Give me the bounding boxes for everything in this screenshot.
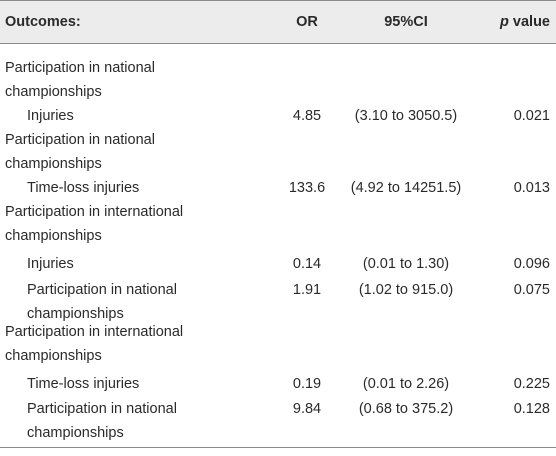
row-label: Time-loss injuries	[27, 376, 140, 392]
row-ci: (3.10 to 3050.5)	[354, 108, 458, 124]
row-ci: (0.01 to 1.30)	[362, 256, 450, 272]
group-label-line1: Participation in international	[5, 204, 184, 220]
row-label: Injuries	[27, 108, 74, 124]
group-label-line1: Participation in international	[5, 324, 184, 340]
row-label: Participation in national championships	[27, 397, 177, 445]
row-or: 0.19	[292, 376, 322, 392]
row-label: Injuries	[27, 256, 74, 272]
group-label: Participation in international champions…	[5, 320, 183, 368]
row-p: 0.075	[513, 282, 550, 298]
row-label: Time-loss injuries	[27, 180, 140, 196]
row-ci: (0.68 to 375.2)	[358, 401, 454, 417]
group-label: Participation in national championships	[5, 128, 155, 176]
row-or: 9.84	[292, 401, 322, 417]
row-p: 0.013	[513, 180, 550, 196]
header-p-italic: p	[500, 14, 509, 30]
group-label-line2: championships	[5, 348, 102, 364]
row-ci: (4.92 to 14251.5)	[350, 180, 462, 196]
header-ci: 95%CI	[384, 14, 428, 30]
row-or: 133.6	[288, 180, 326, 196]
table-header: Outcomes: OR 95%CI p value	[0, 0, 556, 44]
group-label-line1: Participation in national	[5, 60, 155, 76]
row-label-line2: championships	[27, 306, 124, 322]
row-p: 0.096	[513, 256, 550, 272]
header-p-value: p value	[490, 10, 550, 34]
row-p: 0.225	[513, 376, 550, 392]
group-label-line1: Participation in national	[5, 132, 155, 148]
row-ci: (0.01 to 2.26)	[362, 376, 450, 392]
group-label-line2: championships	[5, 228, 102, 244]
row-label-line1: Participation in national	[27, 282, 177, 298]
group-label: Participation in national championships	[5, 56, 155, 104]
row-label: Participation in national championships	[27, 278, 177, 326]
header-or: OR	[296, 14, 318, 30]
row-p: 0.128	[513, 401, 550, 417]
header-p-rest: value	[508, 14, 550, 30]
bottom-rule	[0, 447, 556, 448]
group-label-line2: championships	[5, 156, 102, 172]
row-or: 0.14	[292, 256, 322, 272]
row-label-line1: Participation in national	[27, 401, 177, 417]
group-label: Participation in international champions…	[5, 200, 183, 248]
header-outcomes: Outcomes:	[5, 14, 81, 30]
row-label-line2: championships	[27, 425, 124, 441]
row-or: 1.91	[292, 282, 322, 298]
group-label-line2: championships	[5, 84, 102, 100]
row-ci: (1.02 to 915.0)	[358, 282, 454, 298]
row-or: 4.85	[292, 108, 322, 124]
row-p: 0.021	[513, 108, 550, 124]
